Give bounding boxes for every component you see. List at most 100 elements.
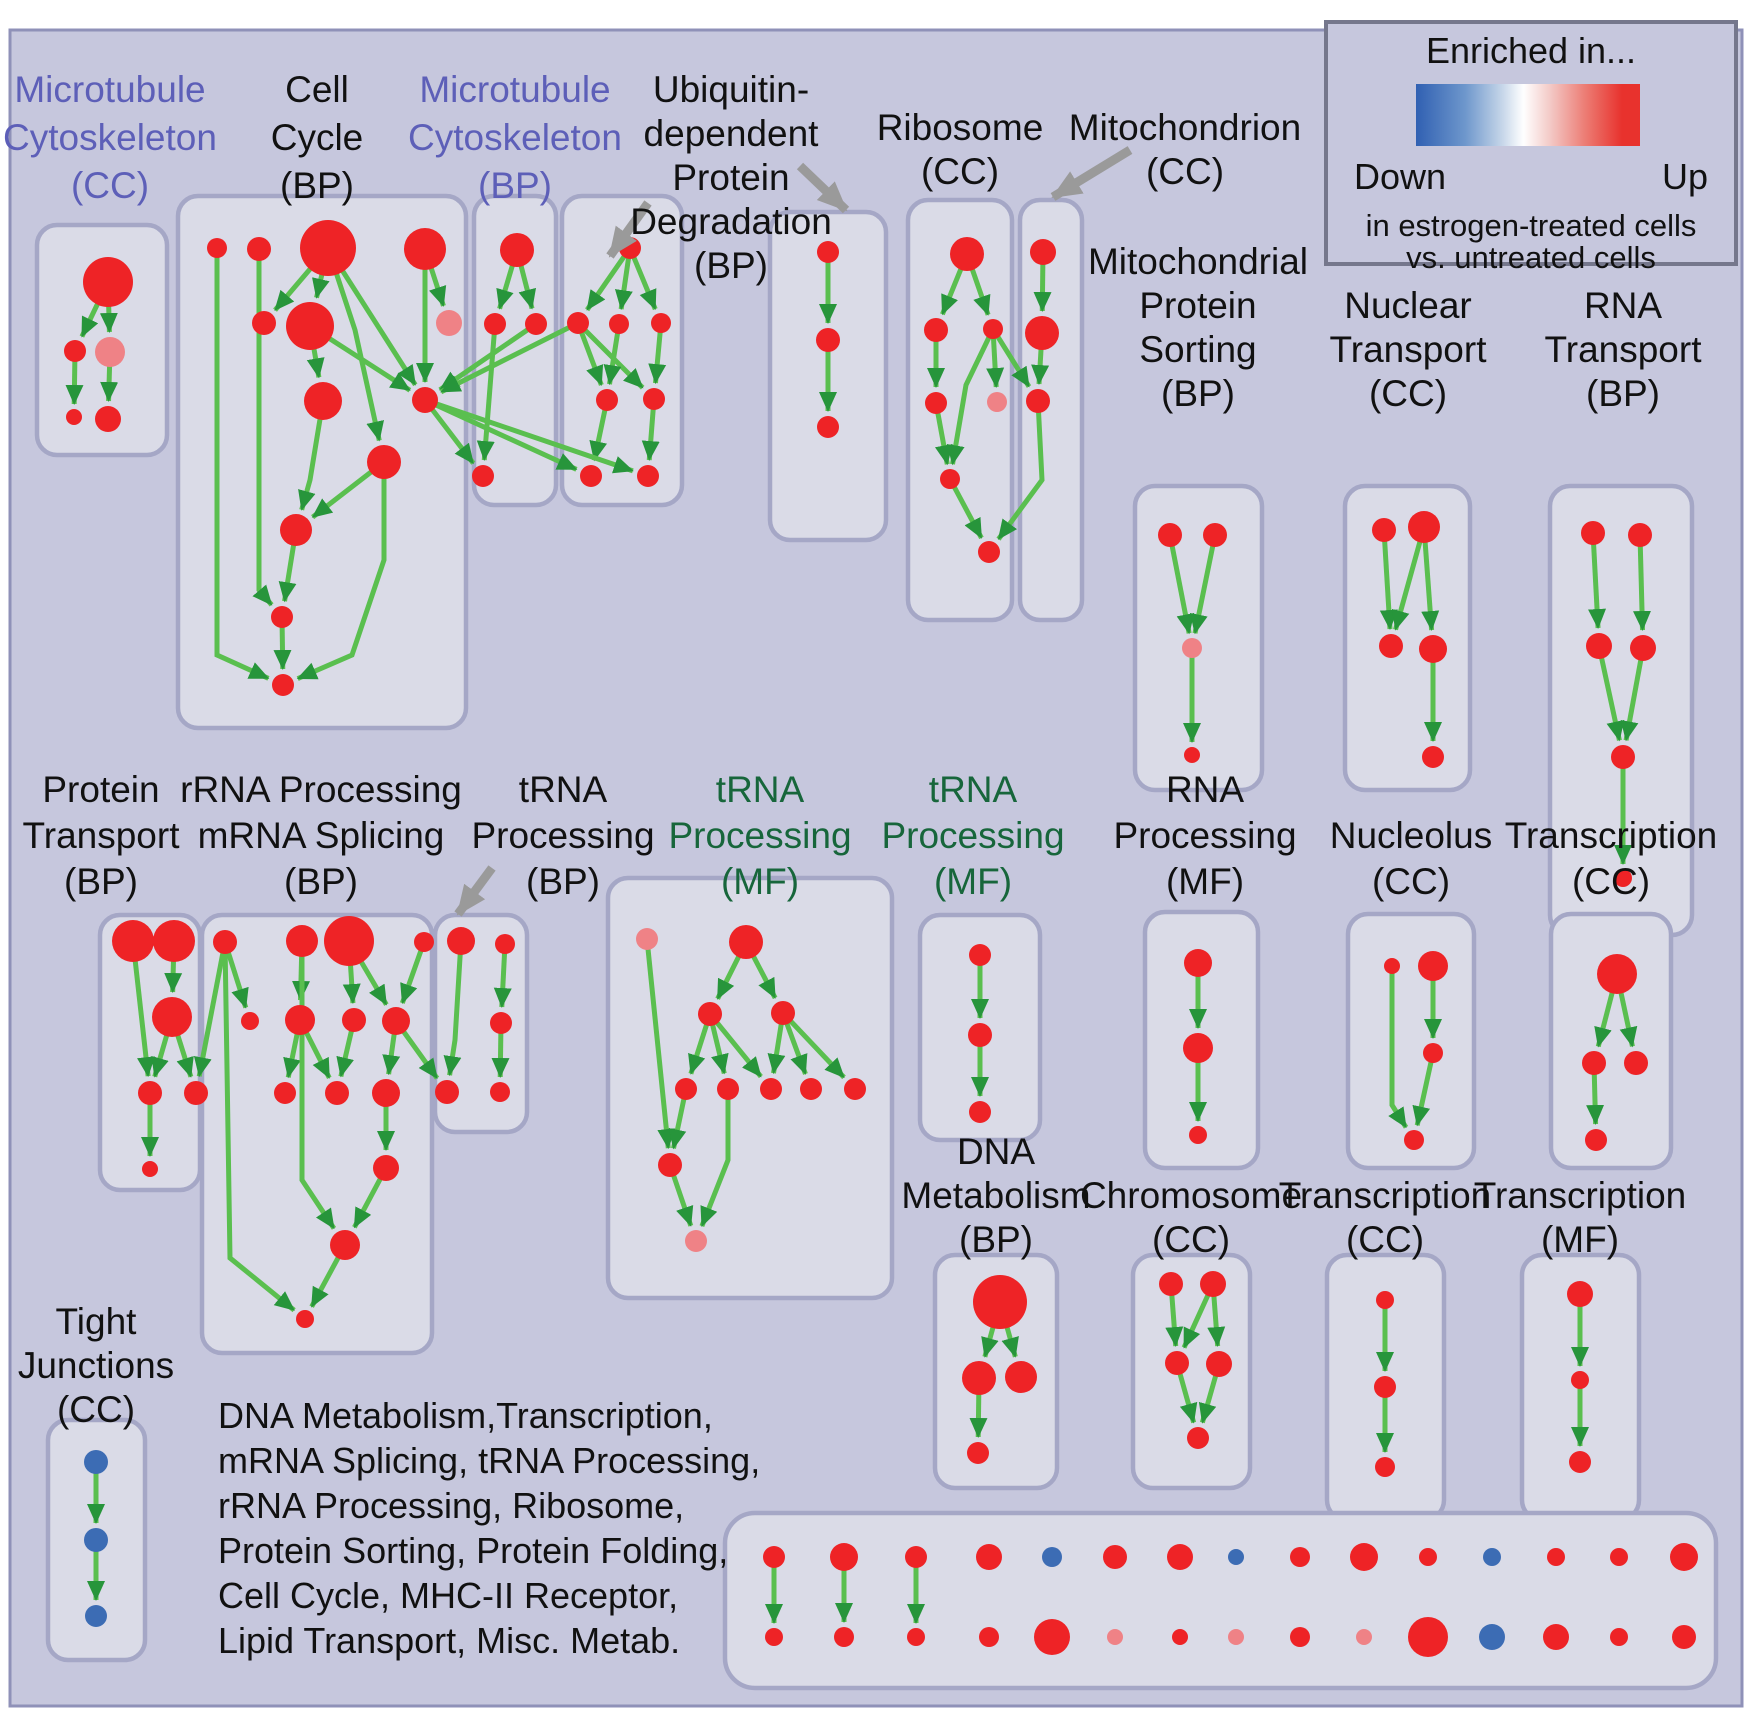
graph-node-transcription-cc-mid [1624, 1051, 1648, 1075]
graph-node-rrna-processing-mrna-splicing-bp [372, 1079, 400, 1107]
graph-node-ribosome-cc [950, 237, 984, 271]
strip-node-bottom [1356, 1629, 1372, 1645]
graph-edge [575, 322, 604, 386]
graph-node-trna-processing-mf-large [844, 1078, 866, 1100]
graph-node-transcription-mf [1571, 1371, 1589, 1389]
graph-node-transcription-cc-mid [1582, 1051, 1606, 1075]
graph-node-mitochondrion-cc [1026, 389, 1050, 413]
graph-node-rrna-processing-mrna-splicing-bp [241, 1012, 259, 1030]
graph-edge [576, 321, 645, 390]
graph-edge [423, 397, 578, 472]
label-callout-arrow [606, 200, 652, 259]
legend-down-label: Down [1354, 156, 1447, 197]
graph-node-mitochondrion-cc [1030, 239, 1056, 265]
graph-node-trna-processing-mf-small [969, 944, 991, 966]
graph-node-mitochondrial-protein-sorting-bp [1158, 523, 1182, 547]
graph-node-dna-metabolism-bp [967, 1442, 989, 1464]
graph-node-transcription-cc-bottom [1376, 1291, 1394, 1309]
graph-node-microtubule-cytoskeleton-cc [95, 406, 121, 432]
graph-edge [1167, 534, 1195, 635]
graph-edge [946, 327, 996, 466]
graph-node-ribosome-cc [940, 469, 960, 489]
graph-node-rrna-processing-mrna-splicing-bp [324, 916, 374, 966]
group-box-nuclear-transport-cc [1342, 483, 1473, 793]
strip-node-bottom [1408, 1617, 1448, 1657]
graph-node-cell-cycle-bp [252, 311, 276, 335]
legend-up-label: Up [1661, 156, 1708, 197]
legend-desc-line2: vs. untreated cells [1406, 240, 1656, 275]
strip-node-bottom [907, 1628, 925, 1646]
graph-edge [424, 397, 634, 474]
graph-edge [1412, 1052, 1436, 1127]
graph-node-trna-processing-bp [447, 927, 475, 955]
graph-node-cell-cycle-bp [404, 228, 446, 270]
graph-node-rna-transport-bp [1614, 869, 1632, 887]
legend-box: Enriched in... Down Up in estrogen-treat… [1324, 20, 1738, 275]
graph-node-rrna-processing-mrna-splicing-bp [213, 930, 237, 954]
legend-title: Enriched in... [1425, 30, 1637, 71]
graph-node-nucleolus-cc [1423, 1043, 1443, 1063]
strip-node-bottom [834, 1627, 854, 1647]
graph-node-rna-transport-bp [1628, 523, 1652, 547]
graph-node-rrna-processing-mrna-splicing-bp [286, 925, 318, 957]
graph-edge [298, 400, 326, 511]
strip-node-bottom [1172, 1629, 1188, 1645]
label-callout-arrow [796, 162, 850, 214]
graph-edge [476, 323, 498, 462]
graph-edge [947, 477, 984, 540]
graph-edge [603, 323, 622, 386]
graph-edge [699, 1089, 731, 1228]
graph-node-trna-processing-mf-small [969, 1101, 991, 1123]
graph-node-rrna-processing-mrna-splicing-bp [296, 1310, 314, 1328]
strip-node-bottom [765, 1628, 783, 1646]
strip-node-top [976, 1544, 1002, 1570]
graph-edge [627, 247, 658, 311]
label-callout-arrow [1050, 146, 1133, 201]
graph-node-ubiquitin-degradation-left [643, 388, 665, 410]
graph-node-nucleolus-cc [1404, 1130, 1424, 1150]
graph-node-nuclear-transport-cc [1408, 511, 1440, 543]
graph-node-microtubule-cytoskeleton-bp [500, 233, 534, 267]
graph-node-nuclear-transport-cc [1419, 635, 1447, 663]
graph-edge [214, 248, 270, 681]
graph-edge [1388, 966, 1409, 1129]
graph-node-mitochondrial-protein-sorting-bp [1184, 747, 1200, 763]
graph-edge [443, 940, 464, 1077]
graph-edge [423, 398, 476, 465]
group-box-mitochondrion-cc [1017, 197, 1085, 623]
graph-node-nucleolus-cc [1418, 951, 1448, 981]
graph-node-microtubule-cytoskeleton-bp [484, 313, 506, 335]
graph-edge [130, 940, 155, 1078]
graph-edge [996, 400, 1045, 541]
graph-node-ribosome-cc [924, 318, 948, 342]
graph-node-ubiquitin-degradation-left [637, 465, 659, 487]
graph-node-ribosome-cc [978, 541, 1000, 563]
graph-node-microtubule-cytoskeleton-cc [66, 409, 82, 425]
graph-edge [399, 941, 427, 1005]
graph-edge [222, 941, 296, 1313]
group-box-shared-terms-strip [722, 1510, 1719, 1691]
strip-node-bottom [1479, 1624, 1505, 1650]
graph-node-transcription-cc-bottom [1374, 1376, 1396, 1398]
graph-node-protein-transport-bp [153, 920, 195, 962]
graph-edge [781, 1011, 846, 1080]
graph-node-cell-cycle-bp [280, 514, 312, 546]
strip-node-bottom [1228, 1629, 1244, 1645]
graph-node-ribosome-cc [983, 319, 1003, 339]
graph-edge [585, 246, 633, 312]
graph-node-microtubule-cytoskeleton-cc [64, 340, 86, 362]
graph-node-dna-metabolism-bp [962, 1361, 996, 1395]
group-box-microtubule-cytoskeleton-bp [471, 193, 559, 508]
graph-edge [708, 1012, 763, 1079]
graph-node-rrna-processing-mrna-splicing-bp [325, 1081, 349, 1105]
graph-node-cell-cycle-bp [412, 387, 438, 413]
graph-node-ubiquitin-degradation-left [651, 313, 671, 333]
strip-node-top [1610, 1548, 1628, 1566]
graph-node-nuclear-transport-cc [1422, 746, 1444, 768]
graph-node-rrna-processing-mrna-splicing-bp [382, 1007, 410, 1035]
graph-node-trna-processing-mf-large [685, 1230, 707, 1252]
graph-edge [439, 320, 580, 395]
graph-node-chromosome-cc [1206, 1351, 1232, 1377]
graph-node-chromosome-cc [1200, 1271, 1226, 1297]
